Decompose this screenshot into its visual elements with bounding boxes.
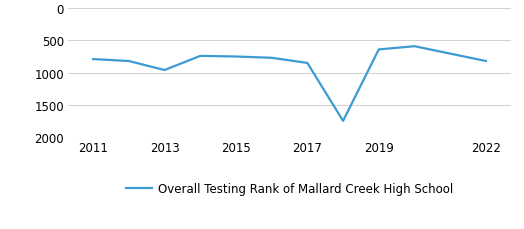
Overall Testing Rank of Mallard Creek High School	[483, 60, 489, 63]
Overall Testing Rank of Mallard Creek High School	[197, 55, 203, 58]
Overall Testing Rank of Mallard Creek High School	[126, 60, 132, 63]
Overall Testing Rank of Mallard Creek High School	[376, 49, 382, 52]
Legend: Overall Testing Rank of Mallard Creek High School: Overall Testing Rank of Mallard Creek Hi…	[126, 183, 453, 196]
Overall Testing Rank of Mallard Creek High School	[304, 62, 311, 65]
Overall Testing Rank of Mallard Creek High School	[411, 46, 418, 48]
Line: Overall Testing Rank of Mallard Creek High School: Overall Testing Rank of Mallard Creek Hi…	[93, 47, 486, 121]
Overall Testing Rank of Mallard Creek High School	[268, 57, 275, 60]
Overall Testing Rank of Mallard Creek High School	[161, 69, 168, 72]
Overall Testing Rank of Mallard Creek High School	[340, 120, 346, 123]
Overall Testing Rank of Mallard Creek High School	[90, 58, 96, 61]
Overall Testing Rank of Mallard Creek High School	[233, 56, 239, 59]
